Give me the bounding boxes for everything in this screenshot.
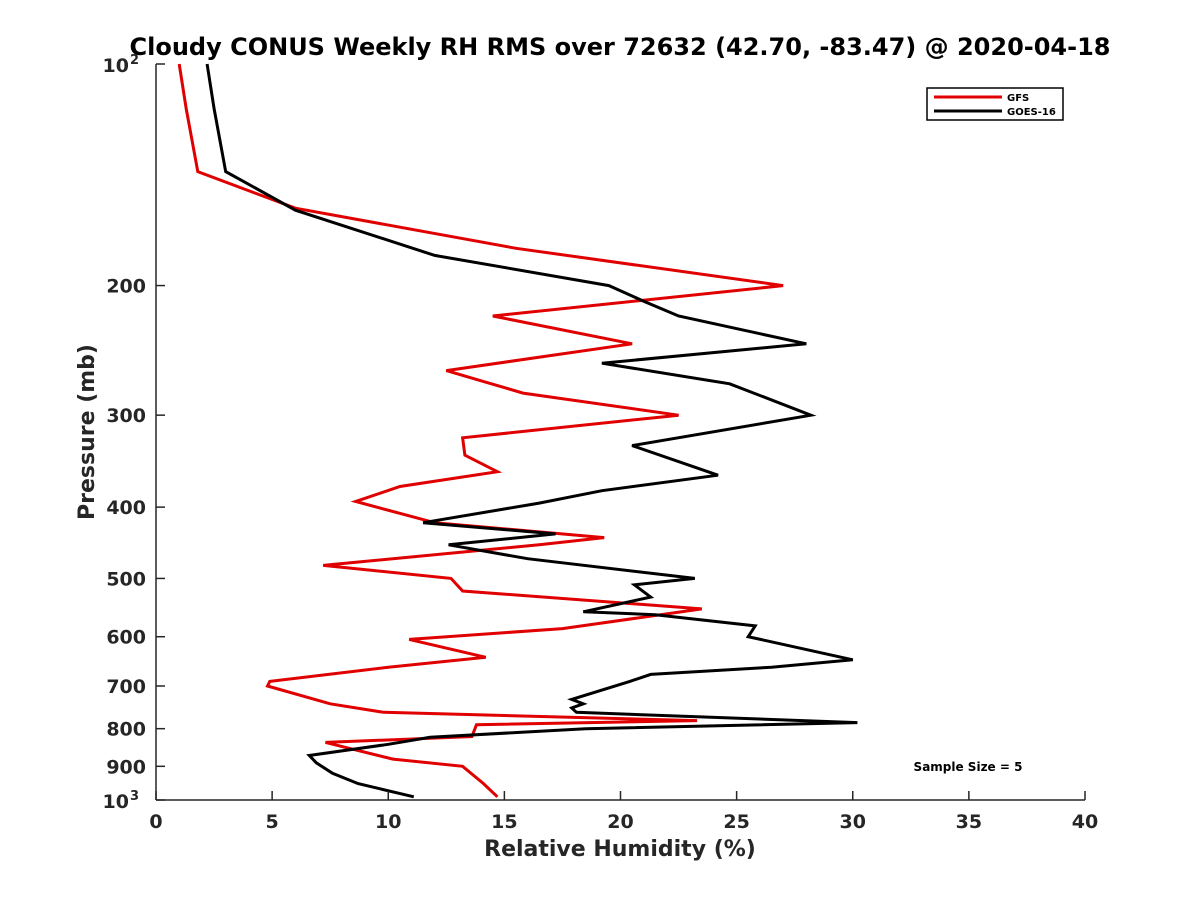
x-tick-label: 5 — [266, 811, 279, 833]
sample-size-annotation: Sample Size = 5 — [914, 760, 1023, 774]
plot-area: 0 5 10 15 20 25 30 35 40 10 220030040050060070080… — [103, 53, 1099, 833]
x-tick-label: 40 — [1072, 811, 1098, 833]
chart-title: Cloudy CONUS Weekly RH RMS over 72632 (4… — [130, 33, 1111, 61]
x-tick-label: 30 — [840, 811, 866, 833]
y-tick-label: 10 — [103, 791, 129, 813]
y-tick-label: 200 — [106, 276, 146, 298]
y-tick-label: 800 — [106, 719, 146, 741]
x-ticks: 0 5 10 15 20 25 30 35 40 — [149, 791, 1098, 833]
y-tick-label: 600 — [106, 627, 146, 649]
x-tick-label: 0 — [149, 811, 162, 833]
x-tick-label: 15 — [491, 811, 517, 833]
y-tick-label: 300 — [106, 405, 146, 427]
legend-label-gfs: GFS — [1007, 93, 1029, 104]
y-tick-exponent: 2 — [130, 53, 139, 68]
series-layer — [177, 63, 858, 799]
legend-box — [926, 87, 1064, 121]
y-tick-label: 400 — [106, 497, 146, 519]
y-tick-label: 700 — [106, 676, 146, 698]
y-tick-exponent: 3 — [130, 789, 139, 804]
x-tick-label: 10 — [375, 811, 401, 833]
x-axis-label: Relative Humidity (%) — [484, 837, 756, 862]
y-axis-label: Pressure (mb) — [75, 344, 100, 520]
x-tick-label: 20 — [607, 811, 633, 833]
legend: GFS GOES-16 — [926, 87, 1064, 121]
x-tick-label: 25 — [723, 811, 749, 833]
series-line-gfs — [177, 63, 784, 798]
y-tick-label: 900 — [106, 756, 146, 778]
y-tick-label: 10 — [103, 55, 129, 77]
x-tick-label: 35 — [956, 811, 982, 833]
series-line-goes16 — [205, 63, 858, 799]
y-tick-label: 500 — [106, 568, 146, 590]
legend-label-goes16: GOES-16 — [1007, 107, 1056, 118]
